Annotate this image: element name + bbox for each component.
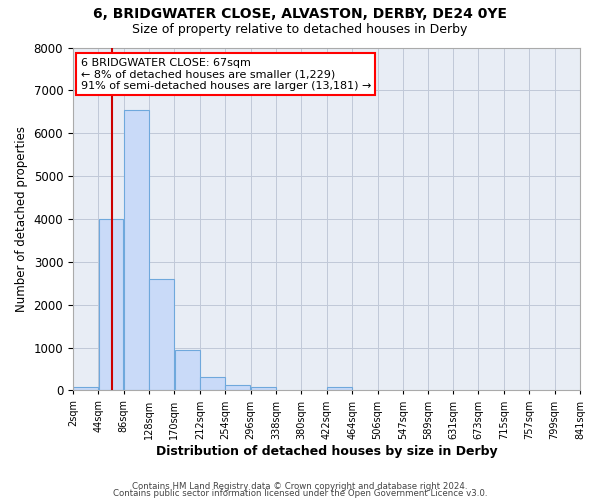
Bar bbox=[149, 279, 174, 390]
Text: 6 BRIDGWATER CLOSE: 67sqm
← 8% of detached houses are smaller (1,229)
91% of sem: 6 BRIDGWATER CLOSE: 67sqm ← 8% of detach… bbox=[80, 58, 371, 91]
Bar bbox=[73, 387, 98, 390]
Bar bbox=[226, 386, 250, 390]
Text: 6, BRIDGWATER CLOSE, ALVASTON, DERBY, DE24 0YE: 6, BRIDGWATER CLOSE, ALVASTON, DERBY, DE… bbox=[93, 8, 507, 22]
Bar bbox=[175, 350, 200, 391]
Text: Contains HM Land Registry data © Crown copyright and database right 2024.: Contains HM Land Registry data © Crown c… bbox=[132, 482, 468, 491]
Bar bbox=[327, 387, 352, 390]
Bar bbox=[98, 219, 124, 390]
Bar bbox=[200, 376, 225, 390]
X-axis label: Distribution of detached houses by size in Derby: Distribution of detached houses by size … bbox=[155, 444, 497, 458]
Y-axis label: Number of detached properties: Number of detached properties bbox=[15, 126, 28, 312]
Text: Contains public sector information licensed under the Open Government Licence v3: Contains public sector information licen… bbox=[113, 488, 487, 498]
Bar bbox=[124, 110, 149, 390]
Bar bbox=[251, 387, 276, 390]
Text: Size of property relative to detached houses in Derby: Size of property relative to detached ho… bbox=[133, 22, 467, 36]
